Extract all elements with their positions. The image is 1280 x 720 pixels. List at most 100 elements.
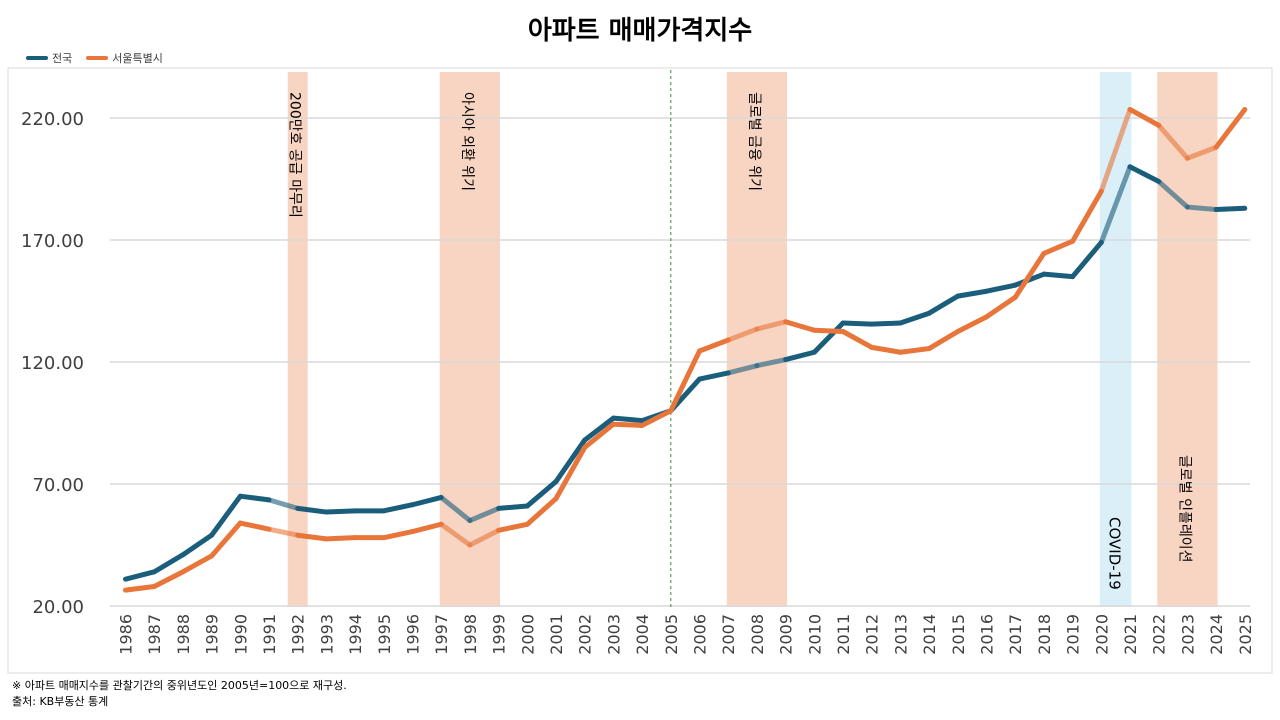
series-0-segment	[754, 357, 789, 369]
x-tick-label: 1996	[404, 614, 423, 655]
y-gridlines	[110, 117, 1250, 607]
series-0-segment	[553, 437, 588, 485]
x-tick-label: 2009	[777, 614, 796, 655]
legend-label-national: 전국	[52, 52, 73, 65]
series-1-segment	[1098, 106, 1133, 194]
x-tick-label: 2019	[1064, 614, 1083, 655]
x-tick-label: 2012	[863, 614, 882, 655]
series-1-segment	[438, 521, 473, 548]
series-0-segment	[897, 310, 932, 326]
x-tick-label: 2017	[1006, 614, 1025, 655]
series-1-segment	[610, 421, 645, 428]
series-1-segment	[582, 421, 616, 450]
x-tick-label: 2022	[1150, 614, 1169, 655]
series-1-segment	[524, 496, 559, 527]
y-tick-label: 20.00	[32, 597, 84, 618]
x-tick-label: 2010	[805, 614, 824, 655]
x-tick-label: 2001	[547, 614, 566, 655]
event-label-1: 아시아 외환 위기	[459, 92, 475, 191]
series-1-segment	[467, 527, 502, 548]
series-0-segment	[438, 494, 473, 524]
series-1-segment	[1184, 144, 1219, 161]
series-0-segment	[123, 569, 157, 582]
series-1-segment	[955, 314, 989, 334]
event-band-0	[287, 72, 308, 607]
x-tick-label: 2015	[949, 614, 968, 655]
y-tick-label: 70.00	[32, 475, 84, 496]
x-tick-label: 1990	[231, 614, 250, 655]
series-1-segment	[180, 553, 215, 575]
x-tick-label: 2011	[834, 614, 853, 655]
legend-swatch-seoul	[86, 56, 109, 60]
x-tick-label: 2020	[1092, 614, 1111, 655]
event-band-3	[1099, 72, 1132, 607]
series-0-segment	[1070, 239, 1104, 280]
x-tick-label: 2007	[719, 614, 738, 655]
series-0-segment	[1127, 164, 1162, 184]
event-band-4	[1157, 72, 1218, 607]
series-1-segment	[237, 520, 272, 532]
x-tick-label: 2006	[691, 614, 710, 655]
x-tick-label: 2016	[978, 614, 997, 655]
x-tick-label: 1995	[375, 614, 394, 655]
series-0-segment	[410, 494, 444, 508]
event-label-0: 200만호 공급 마무리	[287, 92, 303, 218]
x-tick-label: 1986	[117, 614, 136, 655]
series-1-segment	[123, 583, 157, 593]
series-1-segment	[266, 526, 301, 538]
legend-item-national: 전국	[26, 50, 72, 66]
x-tick-label: 2014	[920, 614, 939, 655]
y-tick-label: 170.00	[21, 231, 84, 252]
series-1-segment	[295, 532, 329, 542]
x-tick-label: 2023	[1178, 614, 1197, 655]
legend-item-seoul: 서울특별시	[86, 50, 163, 66]
event-band-2	[726, 72, 788, 607]
series-1-segment	[1127, 106, 1162, 128]
series-0-segment	[1156, 178, 1190, 210]
series-0-segment	[1098, 164, 1133, 245]
x-tick-label: 1991	[260, 614, 279, 655]
series-1-segment	[381, 529, 415, 541]
series-0-segment	[697, 370, 731, 382]
x-tick-label: 2000	[518, 614, 537, 655]
series-1-segment	[209, 520, 243, 559]
series-0-segment	[180, 532, 215, 558]
series-1-segment	[668, 348, 702, 414]
x-tick-label: 2025	[1236, 614, 1255, 655]
x-tick-label: 1989	[203, 614, 222, 655]
event-label-4: 글로벌 인플레이션	[1176, 455, 1192, 563]
series-1-segment	[984, 294, 1018, 320]
series-0-segment	[237, 493, 272, 503]
x-tick-label: 1993	[317, 614, 336, 655]
x-tick-label: 1999	[490, 614, 509, 655]
x-tick-label: 1998	[461, 614, 480, 655]
series-1-segment	[1012, 250, 1047, 300]
series-0-segment	[955, 288, 989, 299]
x-tick-label: 2005	[662, 614, 681, 655]
footnote-source: 출처: KB부동산 통계	[12, 695, 109, 708]
series-1-segment	[811, 327, 846, 334]
series-0-segment	[783, 349, 817, 363]
series-1-segment	[410, 521, 444, 535]
series-0-segment	[840, 320, 875, 327]
series-0-segment	[725, 363, 760, 376]
series-1-segment	[725, 326, 760, 343]
series-1-segment	[840, 329, 875, 350]
event-bands	[287, 72, 1218, 607]
series-1-segment	[897, 346, 932, 355]
event-label-2: 글로벌 금융 위기	[746, 92, 762, 191]
footnote: ※ 아파트 매매지수를 관찰기간의 중위년도인 2005년=100으로 재구성.…	[12, 678, 347, 710]
x-tick-label: 2008	[748, 614, 767, 655]
series-0-segment	[1213, 205, 1248, 212]
x-tick-label: 2004	[633, 614, 652, 655]
series-1-segment	[869, 344, 903, 355]
y-tick-label: 220.00	[21, 109, 84, 130]
x-tick-label: 1997	[432, 614, 451, 655]
series-1-segment	[496, 521, 530, 533]
series-0-segment	[151, 552, 186, 575]
series-0-segment	[323, 508, 358, 515]
series-0-segment	[984, 282, 1018, 294]
series-0-segment	[1041, 271, 1076, 280]
series-0-segment	[524, 479, 559, 509]
